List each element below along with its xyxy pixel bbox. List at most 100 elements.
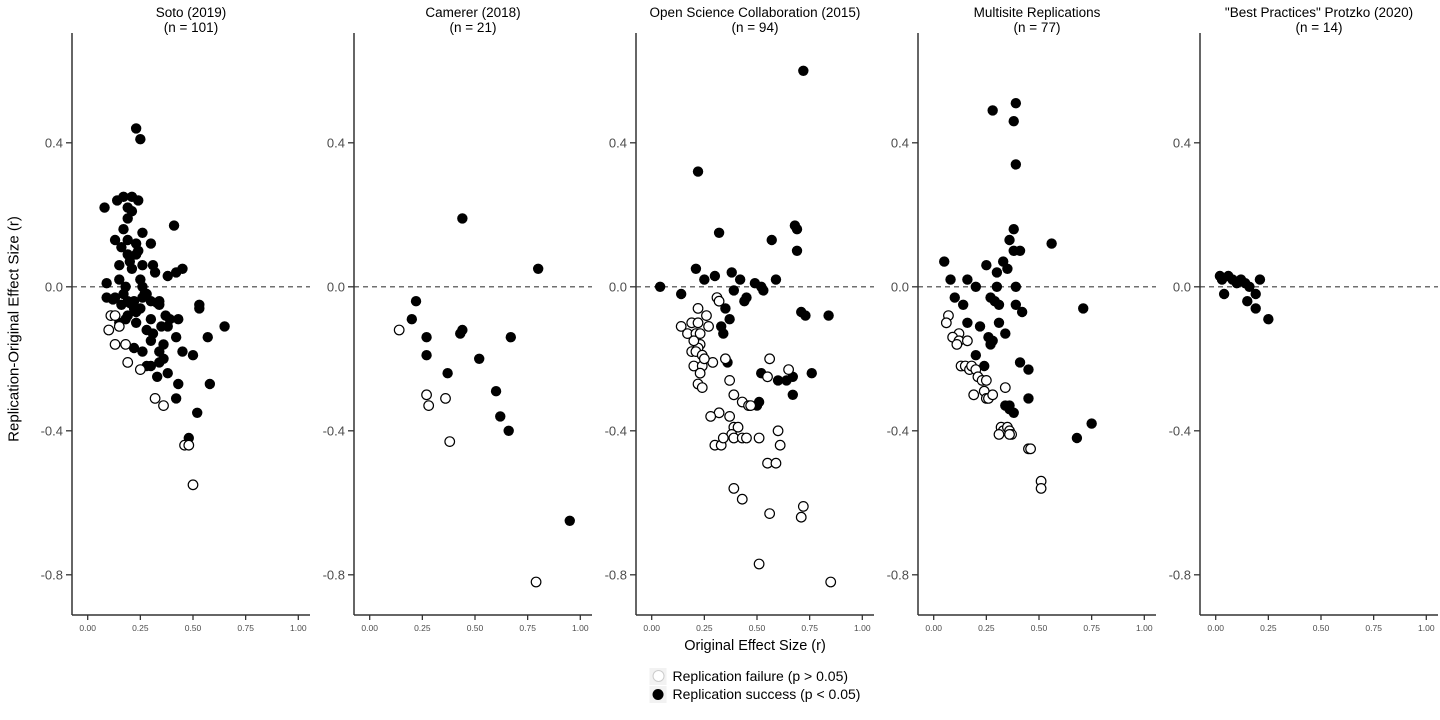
point-failure bbox=[692, 317, 704, 329]
point-success bbox=[734, 274, 746, 285]
point-success bbox=[1263, 314, 1274, 325]
point-failure bbox=[772, 425, 784, 437]
x-tick-label: 0.00 bbox=[79, 623, 96, 633]
point-success bbox=[118, 224, 129, 235]
point-failure bbox=[149, 393, 161, 404]
point-failure bbox=[951, 339, 963, 350]
point-success bbox=[970, 350, 982, 361]
point-success bbox=[135, 134, 146, 145]
filled-circle-icon bbox=[649, 685, 667, 703]
point-success bbox=[654, 281, 666, 292]
y-tick-label: -0.4 bbox=[887, 423, 909, 438]
point-success bbox=[114, 260, 125, 271]
y-tick-label: -0.4 bbox=[323, 423, 345, 438]
point-success bbox=[116, 299, 127, 310]
facet-camerer-2018: Camerer (2018) (n = 21) 0.4 0.0 -0.4 -0.8 0.00… bbox=[310, 0, 592, 645]
point-failure bbox=[728, 389, 740, 401]
x-tick-label: 0.75 bbox=[237, 623, 254, 633]
point-success bbox=[532, 263, 544, 274]
legend: Replication failure (p > 0.05) Replicati… bbox=[649, 667, 860, 703]
point-failure bbox=[961, 335, 973, 347]
point-success bbox=[1231, 278, 1242, 289]
point-success bbox=[122, 234, 133, 246]
point-failure bbox=[762, 371, 773, 383]
point-failure bbox=[530, 576, 542, 588]
x-tick-label: 0.75 bbox=[1365, 623, 1382, 633]
point-failure bbox=[940, 317, 952, 329]
point-failure bbox=[692, 303, 704, 314]
point-success bbox=[158, 339, 169, 350]
point-success bbox=[1010, 159, 1022, 170]
point-failure bbox=[993, 429, 1005, 440]
point-failure bbox=[770, 457, 782, 469]
point-failure bbox=[968, 389, 980, 401]
point-failure bbox=[987, 389, 999, 401]
point-success bbox=[993, 317, 1005, 328]
point-success bbox=[490, 386, 502, 397]
y-tick-label: 0.4 bbox=[1173, 135, 1191, 150]
point-success bbox=[1014, 357, 1026, 368]
point-success bbox=[495, 411, 506, 422]
point-success bbox=[135, 274, 146, 285]
point-failure bbox=[444, 436, 456, 448]
point-success bbox=[1000, 328, 1011, 339]
point-success bbox=[219, 321, 230, 332]
point-failure bbox=[774, 439, 786, 451]
point-failure bbox=[696, 382, 708, 394]
facet-multisite-replications: Multisite Replications (n = 77) 0.4 0.0 -0.4… bbox=[874, 0, 1156, 645]
x-tick-label: 0.25 bbox=[132, 623, 149, 633]
point-success bbox=[154, 299, 165, 310]
x-tick-label: 0.50 bbox=[749, 623, 766, 633]
point-success bbox=[147, 260, 159, 271]
x-axis-label: Original Effect Size (r) bbox=[684, 638, 826, 654]
facet-plot-multisite-replications: 0.4 0.0 -0.4 -0.8 0.00 0.25 0.50 0.75 1.00 bbox=[887, 33, 1156, 633]
point-failure bbox=[741, 432, 752, 444]
point-success bbox=[945, 274, 956, 285]
y-tick-label: 0.4 bbox=[45, 135, 63, 150]
facet-title-soto-2019: Soto (2019) (n = 101) bbox=[155, 5, 227, 35]
point-success bbox=[974, 321, 986, 332]
y-tick-label: -0.8 bbox=[1169, 567, 1191, 582]
point-success bbox=[122, 213, 133, 224]
x-tick-label: 0.50 bbox=[1313, 623, 1330, 633]
point-success bbox=[162, 270, 173, 282]
point-success bbox=[173, 314, 184, 325]
point-failure bbox=[440, 393, 451, 404]
x-tick-label: 0.00 bbox=[643, 623, 660, 633]
point-success bbox=[406, 314, 418, 325]
x-tick-label: 0.00 bbox=[361, 623, 378, 633]
point-success bbox=[162, 321, 173, 332]
point-success bbox=[993, 299, 1005, 310]
point-success bbox=[1046, 238, 1057, 249]
point-failure bbox=[795, 511, 807, 523]
facet-plot-best-practices-protzko-2020: 0.4 0.0 -0.4 -0.8 0.00 0.25 0.50 0.75 1.00 bbox=[1169, 33, 1438, 633]
point-success bbox=[421, 332, 432, 343]
x-tick-label: 1.00 bbox=[572, 623, 589, 633]
facet-panels: Soto (2019) (n = 101) 0.4 0.0 -0.4 -0.8 0.00 0.… bbox=[28, 0, 1438, 645]
point-success bbox=[118, 288, 129, 300]
point-success bbox=[162, 368, 173, 379]
point-success bbox=[145, 360, 157, 372]
facet-plot-camerer-2018: 0.4 0.0 -0.4 -0.8 0.00 0.25 0.50 0.75 1.00 bbox=[323, 33, 592, 633]
point-failure bbox=[797, 501, 809, 512]
x-tick-label: 0.25 bbox=[696, 623, 713, 633]
y-tick-label: 0.0 bbox=[609, 279, 627, 294]
point-failure bbox=[103, 324, 115, 336]
point-success bbox=[137, 260, 148, 271]
point-success bbox=[728, 285, 740, 296]
point-success bbox=[709, 270, 721, 282]
point-success bbox=[1218, 288, 1230, 300]
facet-plot-open-science-collaboration-2015: 0.4 0.0 -0.4 -0.8 0.00 0.25 0.50 0.75 1.00 bbox=[605, 33, 874, 633]
x-tick-label: 0.50 bbox=[185, 623, 202, 633]
point-failure bbox=[999, 382, 1011, 394]
point-success bbox=[145, 238, 157, 249]
y-tick-label: 0.0 bbox=[891, 279, 909, 294]
point-success bbox=[726, 267, 737, 278]
point-success bbox=[979, 360, 990, 372]
point-success bbox=[192, 407, 203, 418]
point-success bbox=[101, 278, 112, 289]
point-failure bbox=[113, 321, 125, 332]
point-success bbox=[503, 425, 514, 436]
point-success bbox=[1002, 263, 1013, 274]
